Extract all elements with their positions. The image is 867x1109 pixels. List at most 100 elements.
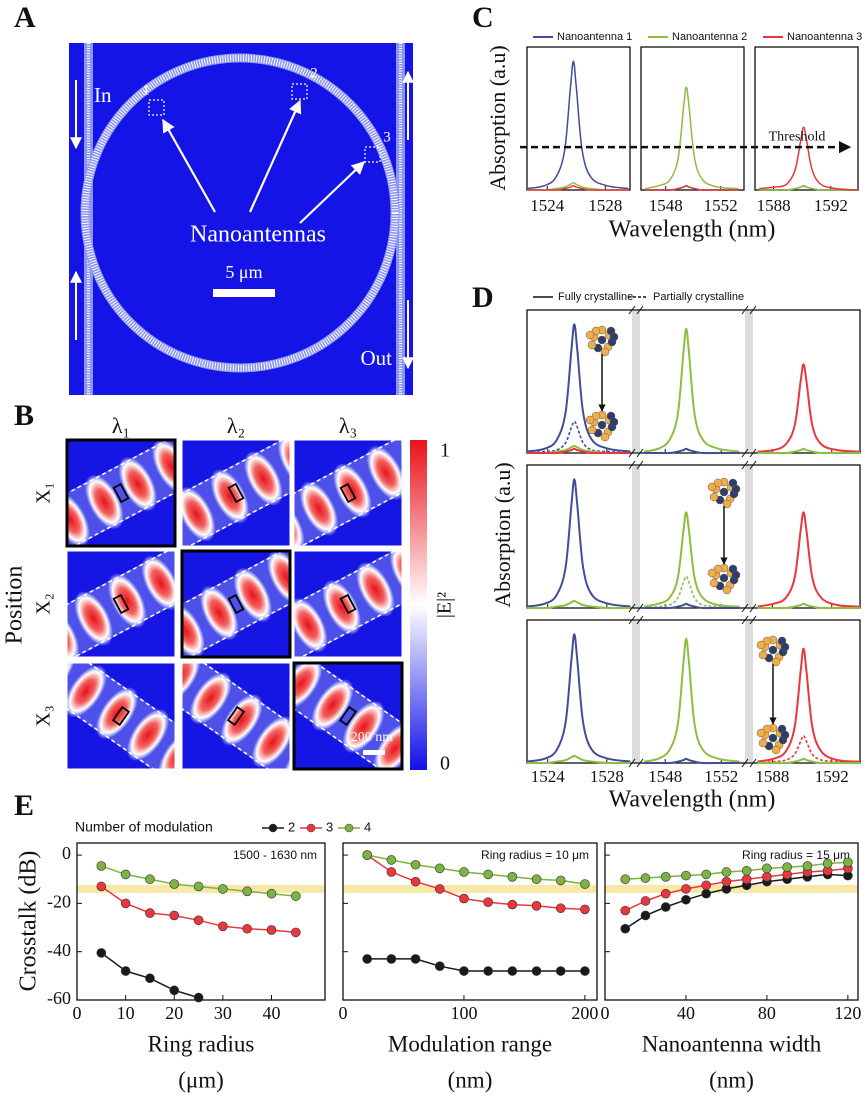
spectrum-line xyxy=(644,757,740,765)
crystal-atom xyxy=(713,564,723,574)
data-point xyxy=(120,898,131,909)
field-lobe xyxy=(459,386,514,453)
ring-pattern xyxy=(81,54,399,372)
data-point xyxy=(843,857,853,868)
crystal-atom xyxy=(597,420,607,430)
x-tick-label: 0 xyxy=(339,1003,348,1023)
x-axis-label: Modulation range xyxy=(388,1031,552,1056)
row-label: X₂ xyxy=(33,593,55,614)
spectrum-line xyxy=(644,575,740,609)
x-tick-label: 1552 xyxy=(704,196,738,215)
field-lobe xyxy=(95,687,139,740)
data-point xyxy=(660,872,671,882)
field-rot xyxy=(182,551,290,657)
x-tick-label: 10 xyxy=(117,1003,135,1023)
field-lobe xyxy=(311,679,354,732)
series-line xyxy=(624,873,848,930)
field-rot xyxy=(67,440,175,546)
x-tick-label: 1592 xyxy=(815,767,849,786)
cell-border xyxy=(66,662,176,770)
cell-border xyxy=(66,550,176,658)
scale-bar xyxy=(213,289,275,297)
spectrum-line xyxy=(757,734,861,764)
spectrum-line xyxy=(526,420,631,454)
spectrum-line xyxy=(757,757,860,765)
antenna xyxy=(111,705,131,727)
data-point xyxy=(291,891,301,901)
data-point xyxy=(507,966,518,976)
arrow xyxy=(299,161,365,224)
legend-label: Fully crystalline xyxy=(558,291,633,303)
data-point xyxy=(120,869,131,880)
data-point xyxy=(410,859,421,870)
crystal-atom xyxy=(758,738,768,748)
x-tick-label: 1528 xyxy=(590,767,624,786)
plot-frame xyxy=(342,842,598,1001)
y-tick-label: -40 xyxy=(47,940,71,960)
field-lobe xyxy=(294,498,305,546)
field-lobe xyxy=(67,492,91,546)
arrow xyxy=(162,118,216,213)
x-tick-label: 0 xyxy=(73,1003,82,1023)
spectrum-line xyxy=(526,633,631,763)
antenna xyxy=(226,705,246,727)
spectrum-line xyxy=(757,363,861,453)
data-point xyxy=(434,961,445,971)
field-lobe xyxy=(210,468,250,524)
data-point xyxy=(681,894,691,905)
crystal-atom xyxy=(585,330,595,340)
y-axis-label: Crosstalk (dB) xyxy=(16,851,42,992)
series-line xyxy=(366,854,585,911)
crosstalk-band xyxy=(605,884,858,893)
antenna xyxy=(339,482,357,504)
colorbar-tick-label: 1 xyxy=(440,440,450,462)
field-rot xyxy=(67,663,175,769)
colorbar xyxy=(410,440,427,770)
spectrum-line xyxy=(759,126,859,191)
x-tick-label: 1528 xyxy=(588,196,622,215)
field-lobe xyxy=(299,481,339,536)
y-tick-label: 0 xyxy=(62,843,71,863)
field-lobe xyxy=(356,562,395,617)
annotation: Ring radius = 15 μm xyxy=(742,848,850,862)
spectrum-line xyxy=(526,599,631,610)
crystal-atom xyxy=(756,640,766,650)
x-tick-label: 20 xyxy=(165,1003,183,1023)
crystal-atom xyxy=(600,347,610,357)
data-point xyxy=(640,910,651,921)
data-point xyxy=(266,888,277,899)
crystal-atom xyxy=(591,411,601,421)
field-lobe xyxy=(373,722,402,769)
data-point xyxy=(782,862,792,872)
spectrum-line xyxy=(644,602,740,610)
data-point xyxy=(681,870,691,881)
in-label: In xyxy=(94,83,112,107)
data-point xyxy=(410,954,421,964)
y-tick-label: -20 xyxy=(47,892,71,912)
legend-marker xyxy=(344,823,354,833)
plot-frame xyxy=(526,309,861,454)
waveguide-edge xyxy=(182,667,290,769)
field-map xyxy=(67,440,175,546)
scale-bar xyxy=(363,750,385,755)
data-point xyxy=(483,966,493,976)
colorbar-label: |E|² xyxy=(434,592,456,618)
data-point xyxy=(362,954,372,964)
field-lobe xyxy=(107,573,147,629)
field-lobe xyxy=(189,672,232,725)
field-lobe xyxy=(220,693,263,747)
data-point xyxy=(120,966,131,976)
field-lobe xyxy=(141,555,175,611)
field-lobe xyxy=(342,700,385,753)
data-point xyxy=(580,904,590,915)
plot-frame xyxy=(526,46,631,191)
row-label: X₃ xyxy=(33,705,55,726)
axis-break xyxy=(745,621,753,762)
data-point xyxy=(762,872,772,882)
panel-d: Fully crystalline Partially crystalline 15… xyxy=(490,291,861,813)
data-point xyxy=(802,861,813,871)
waveguide-edge xyxy=(182,663,290,765)
data-point xyxy=(145,908,155,918)
x-tick-label: 80 xyxy=(758,1003,776,1023)
